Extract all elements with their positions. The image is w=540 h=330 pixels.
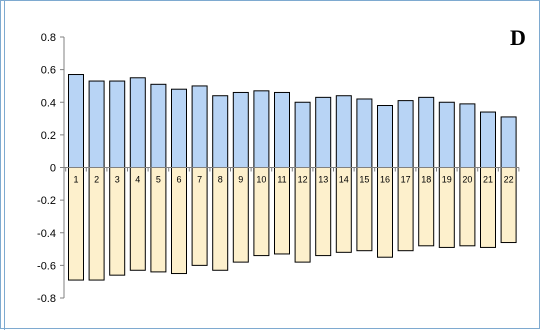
category-label: 7 — [197, 175, 202, 185]
y-tick-label: 0.8 — [41, 32, 56, 44]
category-label: 14 — [339, 175, 349, 185]
bar-positive — [212, 95, 229, 168]
category-label: 20 — [462, 175, 472, 185]
category-label: 3 — [115, 175, 120, 185]
category-label: 12 — [298, 175, 308, 185]
bar-positive — [459, 103, 476, 168]
bar-positive — [109, 80, 126, 168]
x-axis: 1 2 3 4 5 6 7 8 9 10 11 12 13 14 15 16 17 18 19 20 21 22 — [64, 167, 520, 185]
category-label: 16 — [380, 175, 390, 185]
bar-positive — [68, 74, 84, 168]
bar-positive — [129, 77, 146, 168]
category-label: 21 — [483, 175, 493, 185]
category-label: 13 — [318, 175, 328, 185]
category-label: 8 — [218, 175, 223, 185]
y-tick-label: -0.4 — [37, 228, 56, 240]
category-label: 19 — [442, 175, 452, 185]
y-tick-label: -0.8 — [37, 293, 56, 305]
bar-positive — [418, 96, 435, 168]
bar-positive — [274, 91, 290, 168]
category-label: 22 — [504, 175, 514, 185]
category-label: 2 — [94, 175, 99, 185]
bar-positive — [315, 96, 332, 168]
category-label: 17 — [401, 175, 411, 185]
panel-label: D — [510, 25, 526, 50]
bar-positive — [232, 91, 249, 168]
y-tick-label: -0.2 — [37, 195, 56, 207]
y-tick-label: 0 — [50, 163, 56, 175]
category-label: 15 — [359, 175, 369, 185]
bar-positive — [335, 95, 352, 168]
bar-positive — [500, 116, 517, 168]
category-label: 1 — [73, 175, 78, 185]
bar-positive — [397, 100, 414, 168]
y-tick-label: 0.4 — [41, 97, 56, 109]
bar-positive — [377, 105, 393, 168]
bar-positive — [88, 80, 105, 168]
category-label: 18 — [421, 175, 431, 185]
bar-positive — [150, 83, 167, 168]
bar-positive — [438, 101, 455, 168]
bars — [68, 74, 517, 281]
bar-positive — [171, 88, 187, 168]
y-tick-label: -0.6 — [37, 260, 56, 272]
bar-positive — [253, 90, 270, 168]
category-label: 6 — [176, 175, 181, 185]
y-axis: 0.8 0.6 0.4 0.2 0 -0.2 -0.4 -0.6 -0.8 — [37, 32, 65, 305]
bar-positive — [191, 85, 208, 168]
category-label: 11 — [277, 175, 286, 185]
category-label: 5 — [156, 175, 161, 185]
chart-inner-border — [4, 1, 540, 330]
bar-positive — [480, 111, 496, 168]
category-label: 9 — [238, 175, 243, 185]
bar-positive — [356, 98, 373, 168]
y-tick-label: 0.6 — [41, 65, 56, 77]
category-label: 4 — [135, 175, 140, 185]
category-label: 10 — [256, 175, 266, 185]
y-tick-label: 0.2 — [41, 130, 56, 142]
bar-positive — [294, 101, 311, 168]
